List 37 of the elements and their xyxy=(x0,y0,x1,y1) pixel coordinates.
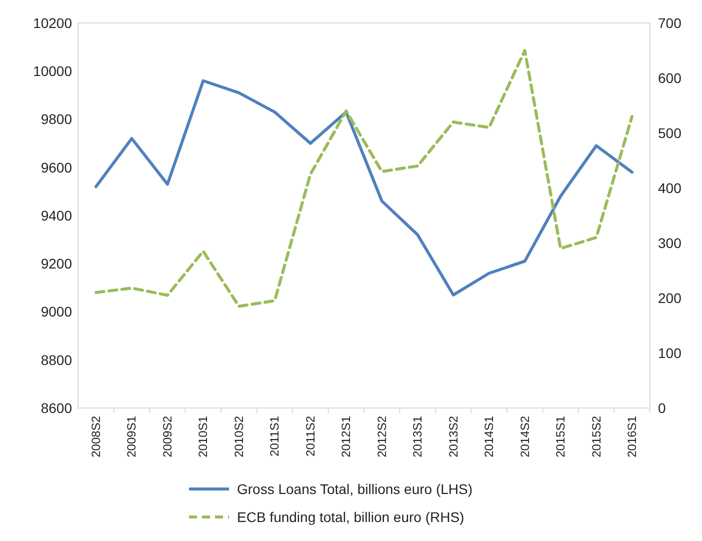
x-tick-label: 2015S1 xyxy=(554,416,568,458)
y-tick-label: 9800 xyxy=(40,111,72,128)
y-tick-label: 9000 xyxy=(40,304,72,320)
y2-tick-label: 0 xyxy=(658,400,666,416)
x-tick-label: 2015S2 xyxy=(589,416,604,458)
y-tick-label: 8800 xyxy=(40,352,72,368)
x-tick-label: 2008S2 xyxy=(89,416,103,458)
x-tick-label: 2012S2 xyxy=(374,416,389,458)
y2-tick-label: 200 xyxy=(658,290,682,306)
y2-tick-label: 500 xyxy=(658,124,682,141)
y2-tick-label: 100 xyxy=(658,344,682,361)
x-tick-label: 2014S2 xyxy=(518,416,532,458)
line-series xyxy=(94,79,634,296)
y2-tick-label: 400 xyxy=(658,180,682,196)
x-tick-label: 2012S1 xyxy=(339,416,354,458)
x-tick-label: 2011S2 xyxy=(303,416,318,456)
legend-label: ECB funding total, billion euro (RHS) xyxy=(237,508,464,525)
y-tick-label: 9400 xyxy=(40,207,72,224)
x-tick-label: 2013S2 xyxy=(446,416,460,458)
x-tick-label: 2009S1 xyxy=(124,416,139,458)
x-tick-label: 2014S1 xyxy=(482,416,496,458)
x-tick-label: 2010S2 xyxy=(232,416,246,458)
x-tick-label: 2009S2 xyxy=(160,416,174,458)
y2-tick-label: 600 xyxy=(658,70,682,86)
x-tick-label: 2010S1 xyxy=(196,416,210,458)
y2-tick-label: 700 xyxy=(658,14,682,31)
x-tick-label: 2013S1 xyxy=(410,416,425,458)
legend-label: Gross Loans Total, billions euro (LHS) xyxy=(237,480,473,497)
y-tick-label: 10200 xyxy=(33,14,72,31)
y-tick-label: 9600 xyxy=(40,159,72,176)
x-tick-label: 2016S1 xyxy=(625,416,639,458)
y-tick-label: 10000 xyxy=(33,63,72,80)
y-tick-label: 8600 xyxy=(40,400,72,416)
y2-tick-label: 300 xyxy=(658,234,682,251)
line-series xyxy=(94,49,634,308)
x-tick-label: 2011S1 xyxy=(268,416,282,456)
y-tick-label: 9200 xyxy=(40,256,72,272)
